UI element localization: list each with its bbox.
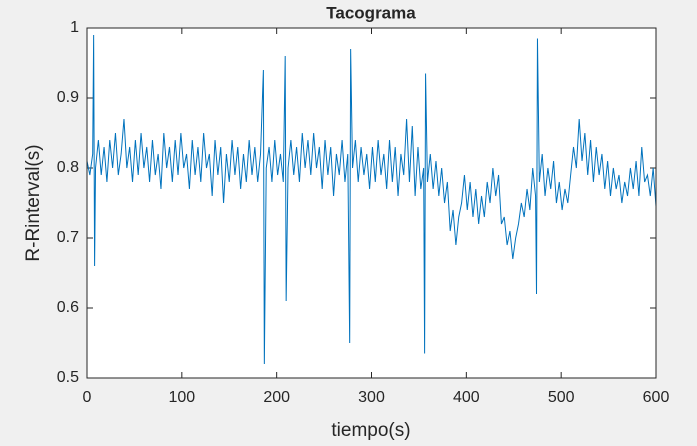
y-tick-label: 0.7	[57, 229, 79, 246]
y-tick-label: 0.8	[57, 159, 79, 176]
chart-title: Tacograma	[326, 3, 416, 22]
x-tick-label: 600	[643, 389, 670, 406]
axes-box	[86, 27, 657, 379]
x-tick-label: 500	[548, 389, 575, 406]
data-line	[86, 34, 657, 365]
x-tick-label: 100	[168, 389, 195, 406]
x-tick-label: 400	[453, 389, 480, 406]
y-tick-label: 0.9	[57, 89, 79, 106]
y-tick-label: 0.5	[57, 369, 79, 386]
x-tick-label: 0	[83, 389, 92, 406]
x-tick-label: 200	[263, 389, 290, 406]
x-axis-label: tiempo(s)	[331, 420, 410, 441]
y-tick-label: 1	[70, 19, 79, 36]
y-tick-label: 0.6	[57, 299, 79, 316]
axes-background	[87, 28, 656, 378]
y-axis-label: R-Rinterval(s)	[23, 144, 44, 261]
x-tick-label: 300	[358, 389, 385, 406]
